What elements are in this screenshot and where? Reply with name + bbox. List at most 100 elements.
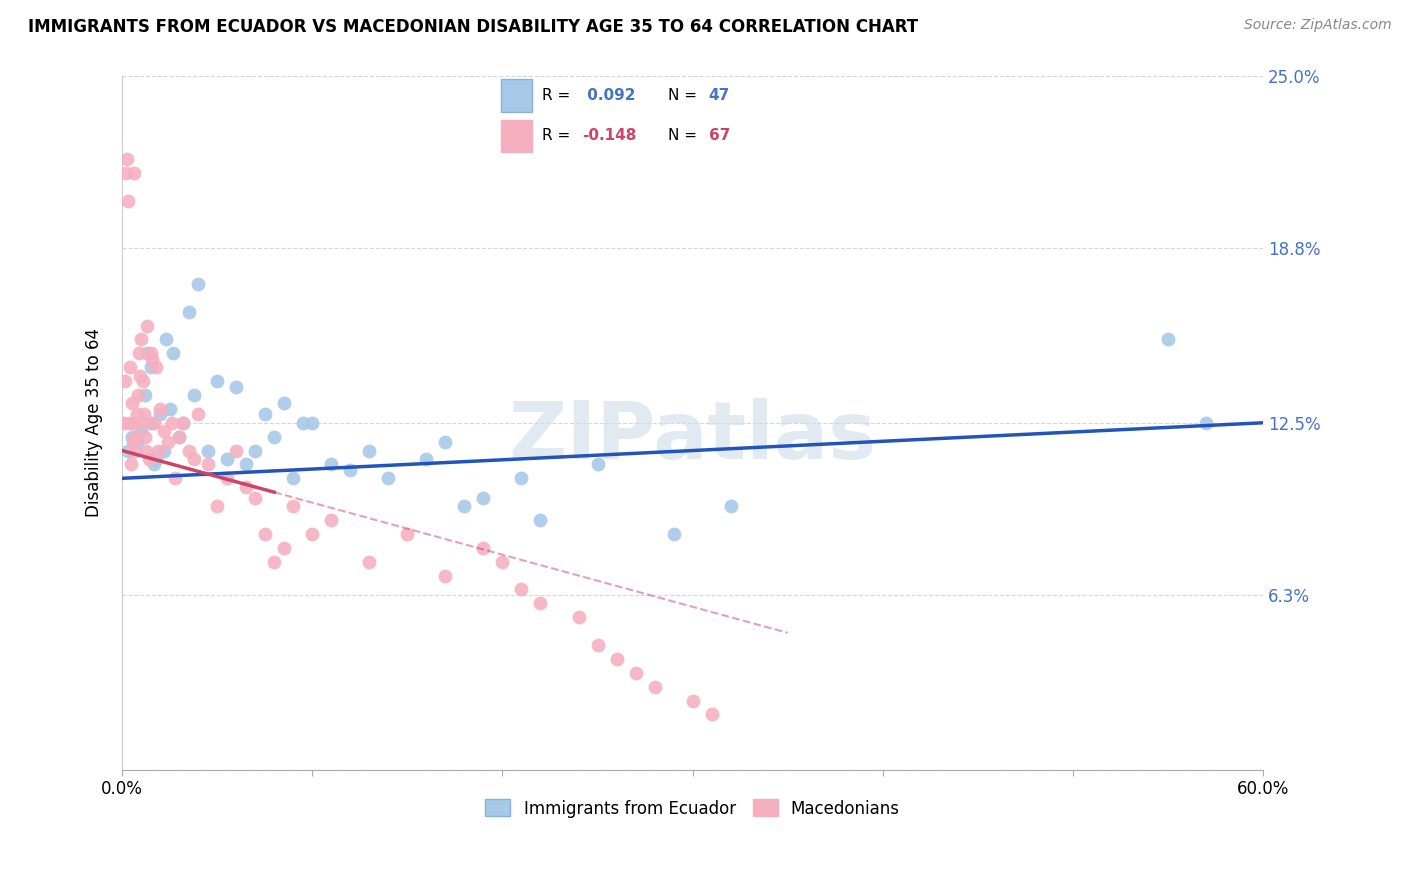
- Point: [177, 304, 200, 318]
- Point: [153, 424, 176, 438]
- Point: [128, 346, 150, 360]
- Point: [135, 443, 157, 458]
- Point: [148, 443, 170, 458]
- Point: [167, 430, 190, 444]
- Bar: [502, 120, 533, 152]
- Point: [187, 277, 209, 291]
- Point: [510, 582, 533, 597]
- Text: N =: N =: [668, 88, 702, 103]
- Point: [159, 401, 181, 416]
- Text: Source: ZipAtlas.com: Source: ZipAtlas.com: [1244, 18, 1392, 32]
- Point: [141, 351, 163, 366]
- Point: [434, 435, 457, 450]
- Point: [253, 527, 276, 541]
- Point: [125, 430, 148, 444]
- Point: [197, 458, 219, 472]
- Point: [529, 596, 551, 610]
- Point: [510, 471, 533, 485]
- Point: [291, 416, 314, 430]
- Point: [167, 430, 190, 444]
- Point: [700, 707, 723, 722]
- Point: [124, 166, 146, 180]
- Point: [606, 652, 628, 666]
- Text: 47: 47: [709, 88, 730, 103]
- Point: [1195, 416, 1218, 430]
- Point: [472, 541, 495, 555]
- Point: [127, 408, 149, 422]
- Point: [118, 416, 141, 430]
- Point: [624, 665, 647, 680]
- Point: [263, 430, 285, 444]
- Point: [155, 333, 177, 347]
- Point: [145, 451, 167, 466]
- Text: -0.148: -0.148: [582, 128, 636, 143]
- Point: [135, 318, 157, 333]
- Point: [124, 443, 146, 458]
- Point: [273, 396, 295, 410]
- Point: [162, 346, 184, 360]
- Point: [359, 555, 381, 569]
- Point: [283, 499, 305, 513]
- Point: [131, 416, 153, 430]
- Point: [453, 499, 475, 513]
- Point: [156, 435, 179, 450]
- Point: [172, 416, 194, 430]
- Point: [139, 416, 162, 430]
- Point: [143, 458, 166, 472]
- Point: [359, 443, 381, 458]
- Point: [321, 513, 343, 527]
- Point: [139, 346, 162, 360]
- Point: [112, 416, 135, 430]
- Point: [491, 555, 513, 569]
- Point: [127, 388, 149, 402]
- Point: [115, 152, 138, 166]
- Point: [172, 416, 194, 430]
- Point: [235, 458, 257, 472]
- Point: [253, 408, 276, 422]
- Legend: Immigrants from Ecuador, Macedonians: Immigrants from Ecuador, Macedonians: [478, 793, 907, 824]
- Point: [235, 480, 257, 494]
- Point: [225, 379, 247, 393]
- Point: [183, 451, 205, 466]
- Point: [301, 527, 323, 541]
- Point: [153, 443, 176, 458]
- Text: R =: R =: [541, 88, 575, 103]
- Point: [215, 451, 238, 466]
- Point: [567, 610, 589, 624]
- Point: [415, 451, 437, 466]
- Point: [129, 424, 152, 438]
- Point: [377, 471, 399, 485]
- Point: [145, 360, 167, 375]
- Text: R =: R =: [541, 128, 575, 143]
- Point: [165, 471, 187, 485]
- Point: [472, 491, 495, 505]
- Point: [243, 491, 266, 505]
- Point: [720, 499, 742, 513]
- Bar: [502, 79, 533, 112]
- Text: ZIPatlas: ZIPatlas: [509, 398, 877, 475]
- Text: N =: N =: [668, 128, 702, 143]
- Text: 0.092: 0.092: [582, 88, 636, 103]
- Point: [121, 430, 143, 444]
- Point: [197, 443, 219, 458]
- Point: [132, 408, 155, 422]
- Point: [321, 458, 343, 472]
- Point: [529, 513, 551, 527]
- Point: [205, 499, 228, 513]
- Point: [114, 374, 136, 388]
- Point: [143, 416, 166, 430]
- Point: [127, 435, 149, 450]
- Point: [177, 443, 200, 458]
- Point: [273, 541, 295, 555]
- Point: [149, 408, 172, 422]
- Point: [682, 693, 704, 707]
- Point: [121, 396, 143, 410]
- Point: [122, 435, 145, 450]
- Point: [1157, 333, 1180, 347]
- Point: [139, 360, 162, 375]
- Point: [434, 568, 457, 582]
- Point: [215, 471, 238, 485]
- Point: [662, 527, 685, 541]
- Point: [121, 416, 143, 430]
- Point: [586, 458, 609, 472]
